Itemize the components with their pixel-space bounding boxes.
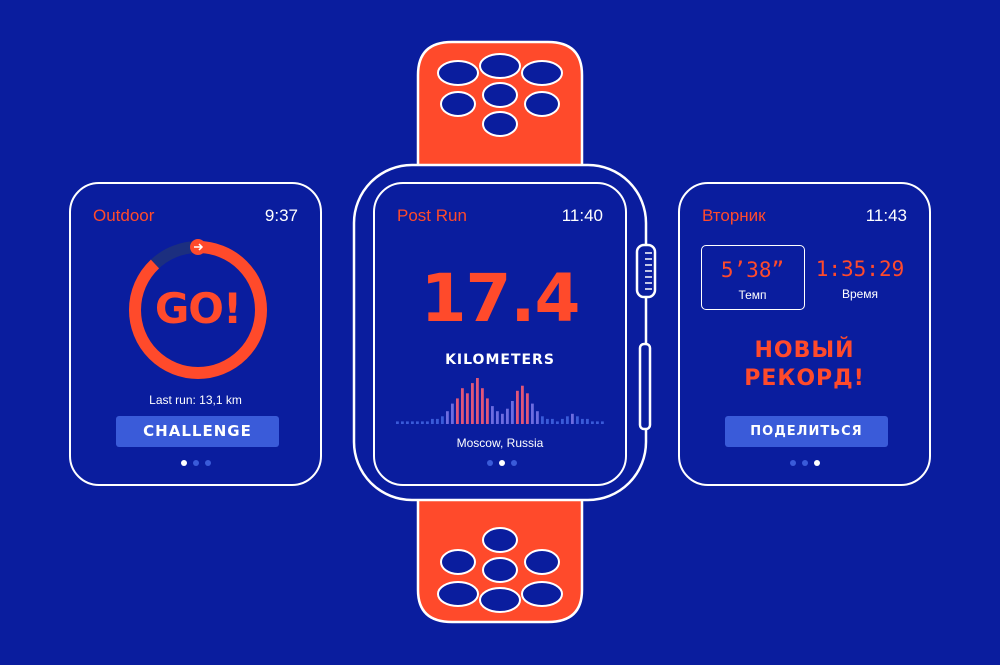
- waveform-bar: [461, 388, 464, 424]
- waveform-bar: [531, 403, 534, 424]
- clock-time: 11:43: [865, 206, 907, 225]
- waveform-bar: [421, 421, 424, 424]
- waveform-bar: [571, 413, 574, 424]
- waveform-bar: [436, 418, 439, 424]
- page-dot: [487, 460, 493, 466]
- pace-waveform: [396, 378, 604, 424]
- record-title-line2: РЕКОРД!: [744, 366, 865, 391]
- waveform-bar: [526, 393, 529, 424]
- page-dot: [511, 460, 517, 466]
- page-indicator: [790, 460, 820, 466]
- waveform-bar: [596, 421, 599, 424]
- pace-label: Темп: [738, 288, 767, 302]
- distance-unit: KILOMETERS: [445, 352, 555, 368]
- waveform-bar: [581, 418, 584, 424]
- waveform-bar: [411, 421, 414, 424]
- record-title-line1: НОВЫЙ: [754, 338, 855, 363]
- center-watch-screen: Post Run 11:40 17.4 KILOMETERS Moscow, R…: [373, 182, 627, 486]
- waveform-bar: [416, 421, 419, 424]
- progress-ring: [129, 239, 267, 379]
- challenge-button[interactable]: CHALLENGE: [116, 416, 279, 447]
- waveform-bar: [426, 421, 429, 424]
- page-dot: [181, 460, 187, 466]
- page-dot: [499, 460, 505, 466]
- waveform-bar: [586, 418, 589, 424]
- waveform-bar: [456, 398, 459, 424]
- page-dot: [814, 460, 820, 466]
- waveform-bar: [506, 408, 509, 424]
- page-indicator: [181, 460, 211, 466]
- workout-type-label: Post Run: [397, 206, 467, 225]
- waveform-bar: [551, 418, 554, 424]
- waveform-bar: [476, 378, 479, 424]
- waveform-bar: [501, 413, 504, 424]
- duration-block: 1:35:29 Время: [810, 245, 910, 310]
- waveform-bar: [406, 421, 409, 424]
- page-indicator: [487, 460, 517, 466]
- duration-value: 1:35:29: [815, 257, 905, 281]
- waveform-bar: [591, 421, 594, 424]
- waveform-bar: [431, 418, 434, 424]
- clock-time: 11:40: [561, 206, 603, 225]
- left-watch-screen: Outdoor 9:37 GO! Last run: 13,1 km CHALL…: [69, 182, 322, 486]
- page-dot: [790, 460, 796, 466]
- waveform-bar: [566, 416, 569, 424]
- location-text: Moscow, Russia: [456, 436, 544, 450]
- waveform-bar: [471, 383, 474, 424]
- page-dot: [802, 460, 808, 466]
- waveform-bar: [521, 385, 524, 424]
- waveform-bar: [496, 411, 499, 424]
- waveform-bar: [536, 411, 539, 424]
- clock-time: 9:37: [264, 206, 298, 225]
- duration-label: Время: [841, 287, 879, 301]
- waveform-bar: [396, 421, 399, 424]
- waveform-bar: [441, 416, 444, 424]
- waveform-bar: [511, 401, 514, 424]
- weekday-label: Вторник: [702, 206, 766, 225]
- waveform-bar: [546, 418, 549, 424]
- waveform-bar: [486, 398, 489, 424]
- waveform-bar: [466, 393, 469, 424]
- waveform-bar: [541, 416, 544, 424]
- page-dot: [193, 460, 199, 466]
- waveform-bar: [516, 390, 519, 424]
- go-label: GO!: [154, 284, 242, 333]
- workout-type-label: Outdoor: [93, 206, 155, 225]
- share-button[interactable]: ПОДЕЛИТЬСЯ: [725, 416, 888, 447]
- right-watch-screen: Вторник 11:43 5’38” Темп 1:35:29 Время Н…: [678, 182, 931, 486]
- pace-value: 5’38”: [720, 258, 785, 282]
- waveform-bar: [481, 388, 484, 424]
- waveform-bar: [556, 421, 559, 424]
- distance-value: 17.4: [420, 260, 581, 337]
- waveform-bar: [451, 403, 454, 424]
- waveform-bar: [561, 418, 564, 424]
- waveform-bar: [601, 421, 604, 424]
- last-run-text: Last run: 13,1 km: [149, 393, 242, 407]
- pace-card: 5’38” Темп: [701, 245, 805, 310]
- waveform-bar: [446, 411, 449, 424]
- page-dot: [205, 460, 211, 466]
- waveform-bar: [401, 421, 404, 424]
- waveform-bar: [491, 406, 494, 424]
- waveform-bar: [576, 416, 579, 424]
